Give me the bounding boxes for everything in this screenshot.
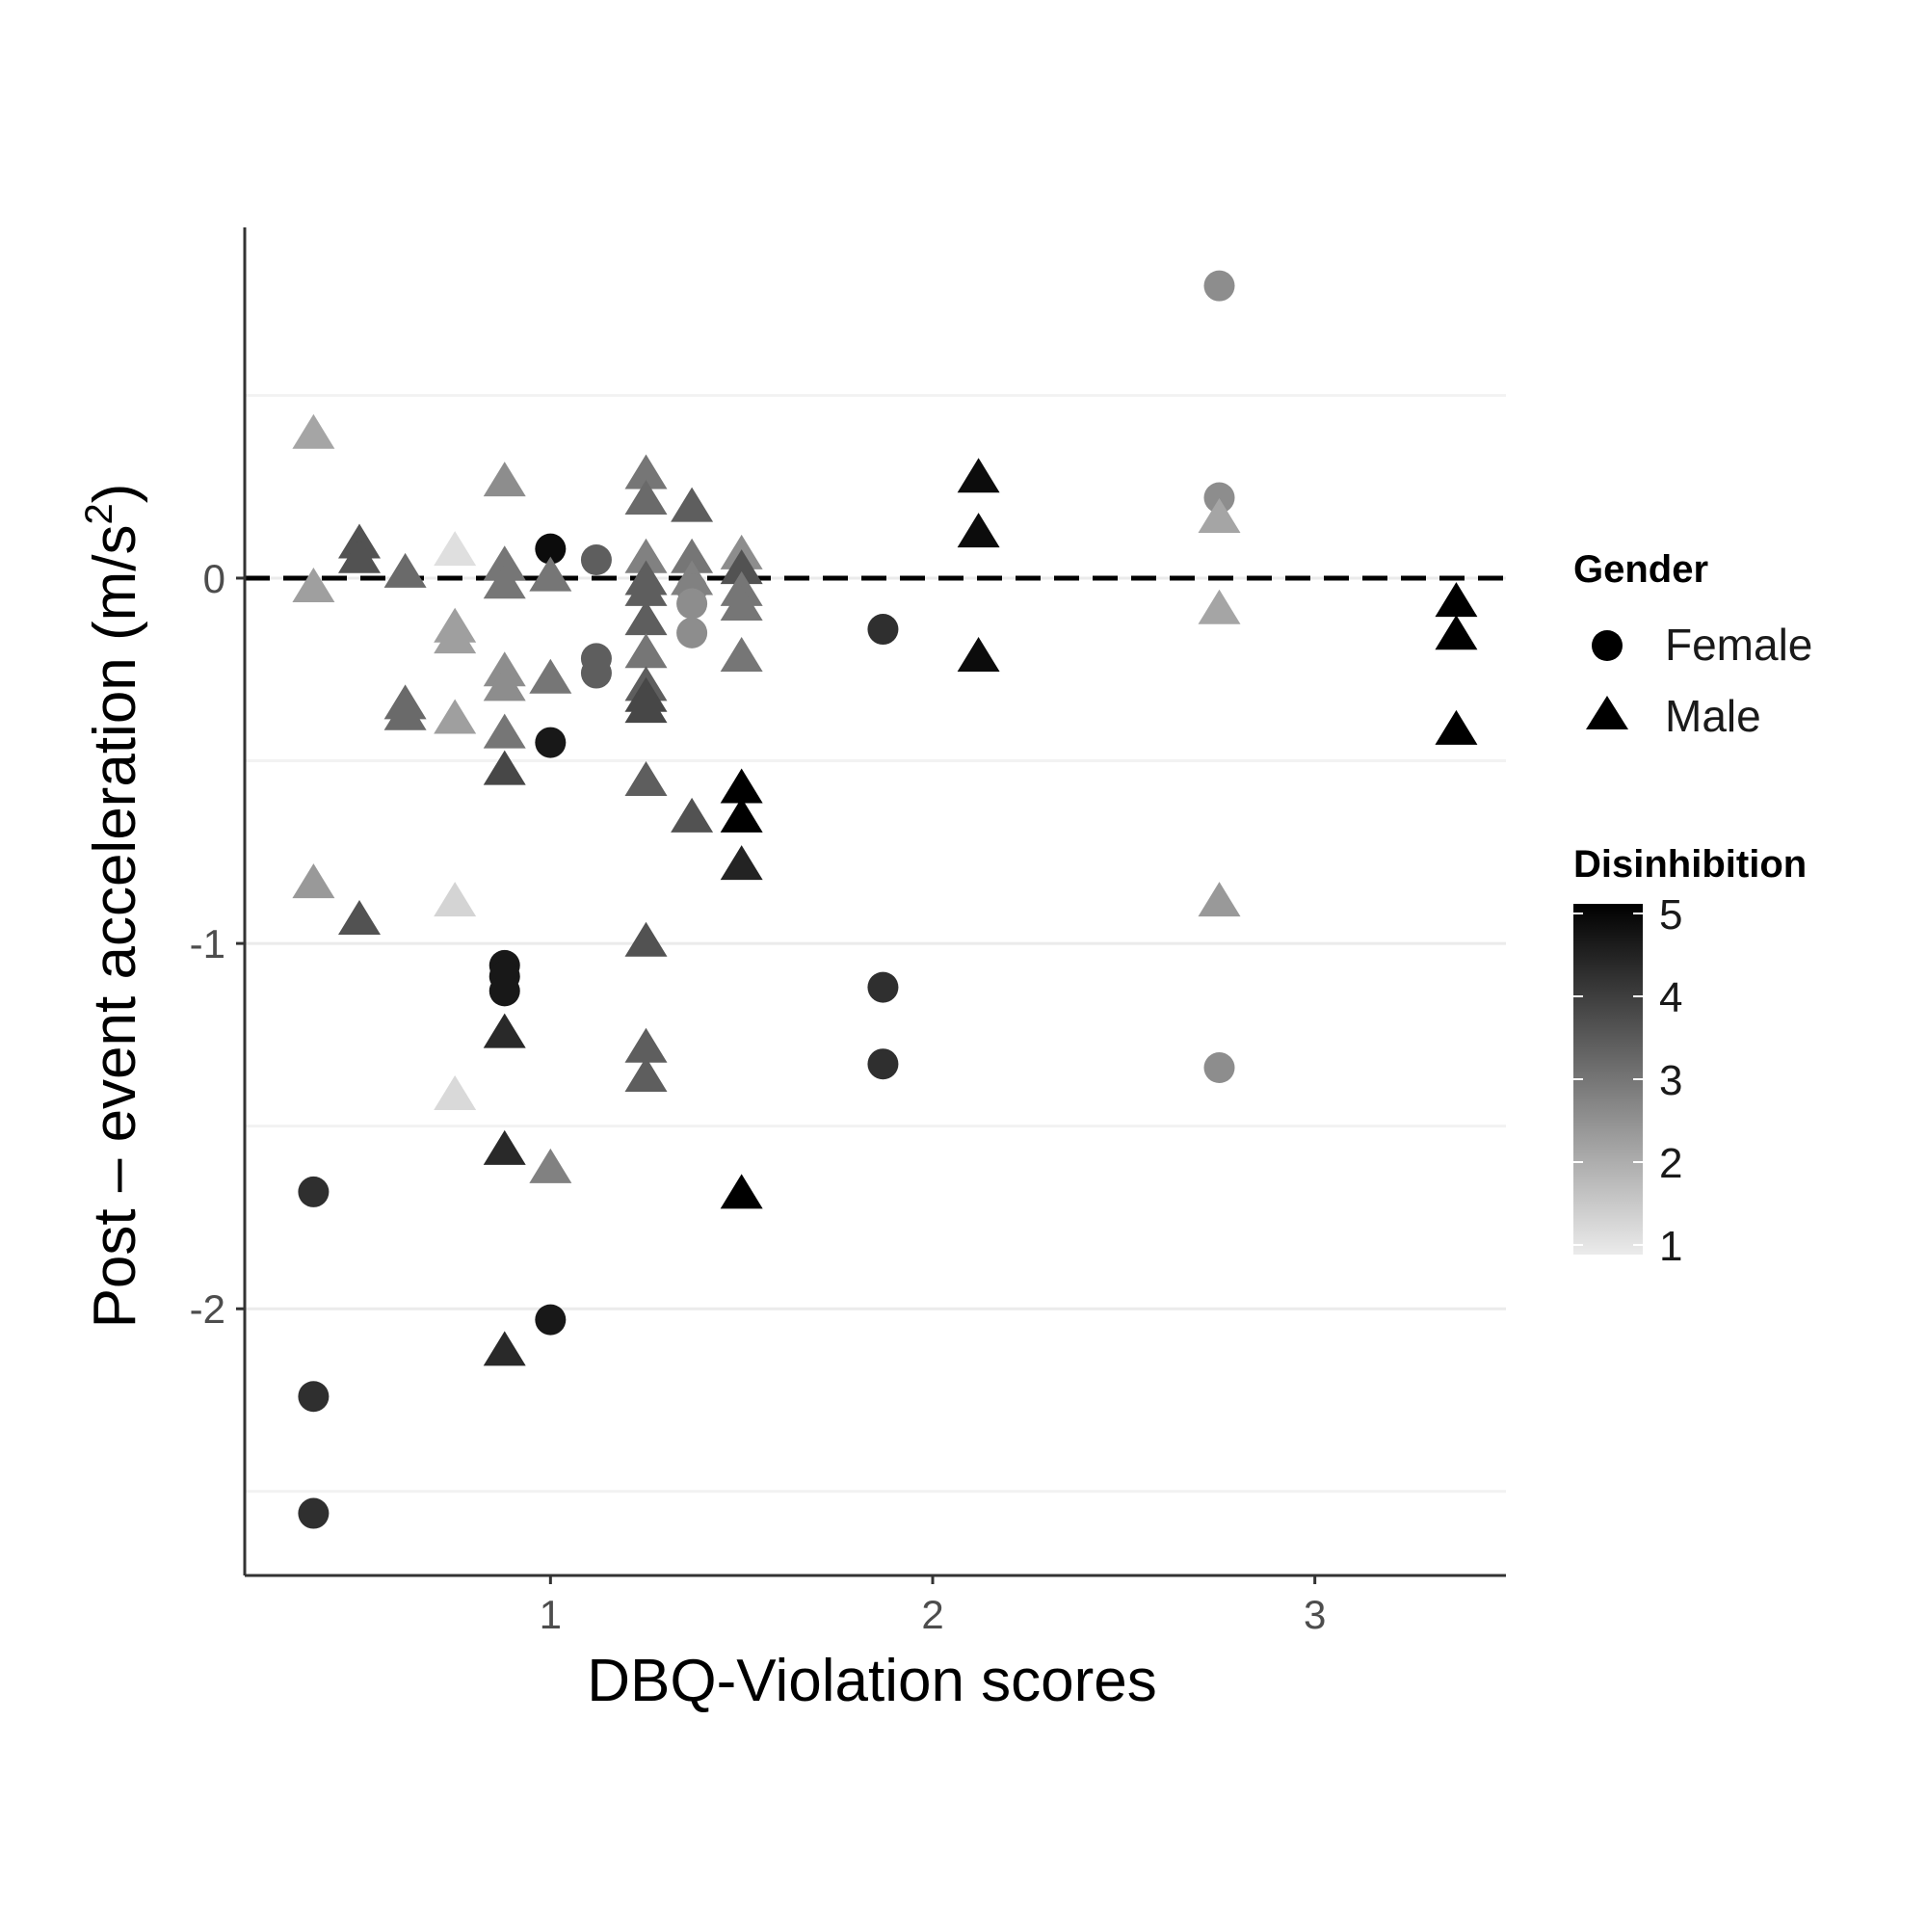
male-point [720, 637, 763, 673]
male-point [720, 768, 763, 804]
male-point [671, 538, 714, 573]
male-point [434, 699, 477, 734]
male-point [483, 666, 526, 701]
ticks: 0 -1 -2 1 2 3 [190, 556, 1327, 1637]
female-point [535, 533, 567, 565]
male-point [624, 538, 668, 573]
female-point [676, 588, 708, 620]
legend-gender-title: Gender [1573, 548, 1708, 591]
male-point [624, 600, 668, 636]
y-tick-label: -1 [190, 921, 225, 966]
male-point [483, 1013, 526, 1048]
data-points [292, 270, 1478, 1529]
female-point [1203, 482, 1235, 514]
male-point [624, 633, 668, 669]
male-point [338, 538, 381, 573]
legend-male-key [1586, 696, 1628, 729]
male-point [292, 568, 335, 603]
legend: Gender Female Male Disinhibition 5 4 3 2 1 [1573, 548, 1812, 1270]
male-point [529, 1148, 572, 1183]
male-point [483, 1331, 526, 1366]
male-point [529, 556, 572, 592]
female-point [535, 1304, 567, 1336]
male-point [624, 454, 668, 490]
male-point [720, 1174, 763, 1209]
male-point [1198, 882, 1241, 917]
x-axis-label: DBQ-Violation scores [587, 1648, 1157, 1714]
legend-disinhibition-title: Disinhibition [1573, 843, 1807, 886]
female-point [298, 1381, 330, 1413]
male-point [957, 637, 1000, 673]
male-point [434, 531, 477, 567]
axes [243, 227, 1506, 1577]
male-point [671, 487, 714, 522]
male-point [434, 1075, 477, 1111]
x-tick-label: 2 [921, 1592, 943, 1637]
male-point [624, 921, 668, 957]
male-point [957, 458, 1000, 493]
colorbar-ticks: 5 4 3 2 1 [1573, 891, 1682, 1270]
y-axis-label: Post – event acceleration (m/s2) [78, 484, 148, 1329]
male-point [483, 545, 526, 581]
female-point [580, 544, 612, 576]
legend-female-key [1592, 630, 1623, 661]
x-tick-label: 1 [540, 1592, 562, 1637]
male-point [1198, 589, 1241, 624]
colorbar-tick-label: 5 [1659, 891, 1682, 939]
male-point [624, 1057, 668, 1093]
male-point [529, 658, 572, 694]
legend-female-label: Female [1665, 620, 1812, 670]
male-point [624, 570, 668, 606]
male-point [1435, 709, 1478, 745]
male-point [483, 462, 526, 497]
male-point [1198, 497, 1241, 533]
male-point [720, 845, 763, 881]
female-point [676, 617, 708, 648]
gridlines [245, 393, 1506, 1494]
male-point [1435, 582, 1478, 618]
male-point [720, 797, 763, 833]
female-point [867, 971, 899, 1003]
colorbar [1573, 904, 1643, 1255]
male-point [483, 1129, 526, 1165]
male-point [483, 750, 526, 785]
colorbar-tick-label: 3 [1659, 1057, 1682, 1104]
male-point [434, 882, 477, 917]
y-tick-label: -2 [190, 1286, 225, 1332]
male-point [624, 1027, 668, 1063]
female-point [535, 727, 567, 758]
legend-male-label: Male [1665, 691, 1761, 741]
male-point [957, 513, 1000, 548]
colorbar-tick-label: 1 [1659, 1223, 1682, 1270]
male-point [483, 713, 526, 749]
female-point [488, 975, 520, 1007]
male-point [383, 552, 427, 588]
male-point [434, 619, 477, 654]
x-tick-label: 3 [1304, 1592, 1326, 1637]
male-point [671, 797, 714, 833]
female-point [298, 1176, 330, 1207]
female-point [298, 1497, 330, 1529]
male-point [338, 900, 381, 936]
male-point [624, 688, 668, 724]
female-point [867, 1048, 899, 1080]
male-point [624, 760, 668, 796]
colorbar-tick-label: 2 [1659, 1140, 1682, 1187]
male-point [720, 549, 763, 585]
female-point [1203, 270, 1235, 302]
y-tick-label: 0 [203, 556, 225, 601]
female-point [1203, 1052, 1235, 1084]
male-point [292, 863, 335, 899]
female-point [580, 657, 612, 689]
female-point [867, 614, 899, 646]
male-point [383, 695, 427, 730]
male-point [1435, 615, 1478, 650]
male-point [624, 480, 668, 516]
male-point [720, 585, 763, 621]
colorbar-tick-label: 4 [1659, 974, 1682, 1021]
male-point [292, 413, 335, 449]
male-point [483, 564, 526, 599]
